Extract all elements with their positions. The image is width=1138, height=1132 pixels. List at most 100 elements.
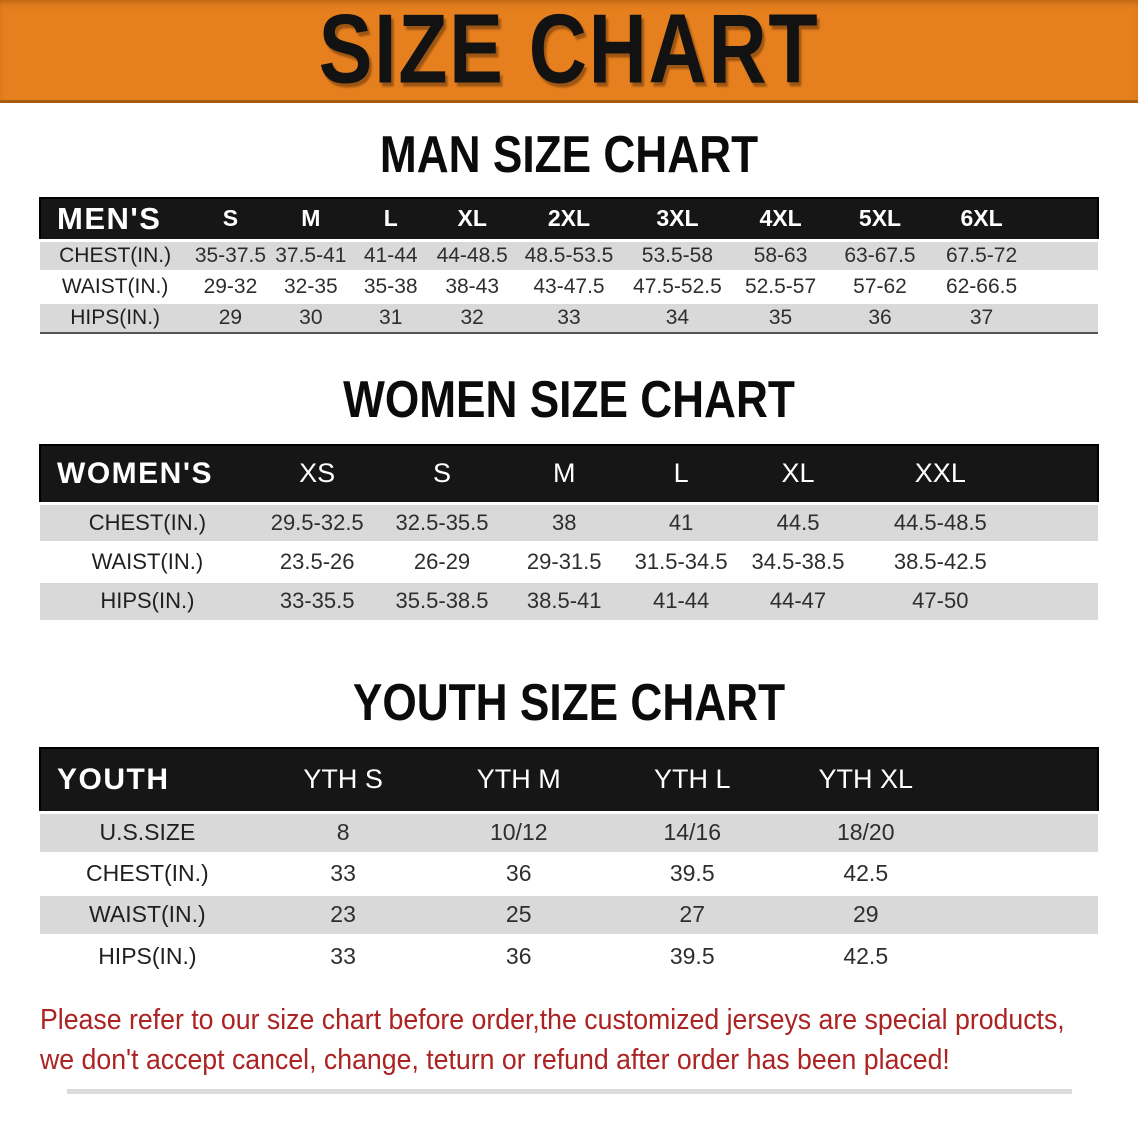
men-header-spacer <box>1033 198 1098 240</box>
men-size-table: MEN'S S M L XL 2XL 3XL 4XL 5XL 6XL CHEST(IN.) 35-3… <box>39 197 1099 334</box>
women-row-label: HIPS(IN.) <box>100 588 195 614</box>
men-header-row: MEN'S S M L XL 2XL 3XL 4XL 5XL 6XL <box>40 198 1098 240</box>
women-header-spacer <box>1023 445 1098 503</box>
women-size-table: WOMEN'S XS S M L XL XXL CHEST(IN.) 29.5-32.5 32.… <box>39 444 1099 620</box>
men-size-cell: 34 <box>665 305 690 329</box>
women-size-header: XXL <box>914 458 966 489</box>
women-size-cell: 32.5-35.5 <box>395 509 489 535</box>
men-size-cell: 47.5-52.5 <box>633 274 722 298</box>
men-size-header: 6XL <box>960 205 1003 232</box>
men-size-header: L <box>383 205 398 232</box>
men-size-cell: 30 <box>299 305 323 329</box>
men-size-cell: 32-35 <box>283 274 338 298</box>
women-size-header: XS <box>299 458 336 489</box>
women-size-cell: 44.5-48.5 <box>893 509 987 535</box>
youth-size-cell: 27 <box>679 901 706 927</box>
youth-size-cell: 18/20 <box>836 819 895 845</box>
men-size-cell: 29-32 <box>203 274 258 298</box>
notice-line-1: Please refer to our size chart before or… <box>40 1004 1065 1036</box>
men-size-cell: 44-48.5 <box>436 243 508 267</box>
notice-line-2: we don't accept cancel, change, teturn o… <box>40 1044 950 1076</box>
youth-size-cell: 29 <box>852 901 879 927</box>
youth-section-heading: YOUTH SIZE CHART <box>352 674 786 732</box>
women-size-header: L <box>673 458 689 489</box>
youth-size-cell: 25 <box>505 901 532 927</box>
youth-size-header: YTH S <box>303 764 383 795</box>
women-table-row: WAIST(IN.) 23.5-26 26-29 29-31.5 31.5-34.5 34… <box>40 542 1098 581</box>
men-size-cell: 53.5-58 <box>641 243 714 267</box>
men-size-cell: 58-63 <box>753 243 808 267</box>
women-size-cell: 38.5-41 <box>526 588 602 614</box>
youth-table-row: WAIST(IN.) 23 25 27 29 <box>40 894 1098 935</box>
youth-row-label: U.S.SIZE <box>99 819 196 845</box>
women-size-cell: 41 <box>668 509 694 535</box>
women-size-cell: 38 <box>551 509 577 535</box>
youth-size-cell: 42.5 <box>843 942 889 969</box>
men-size-header: M <box>301 205 321 232</box>
youth-size-cell: 36 <box>505 942 532 969</box>
women-header-row: WOMEN'S XS S M L XL XXL <box>40 445 1098 503</box>
men-size-cell: 52.5-57 <box>744 274 817 298</box>
men-size-cell: 38-43 <box>445 274 500 298</box>
men-table-row: WAIST(IN.) 29-32 32-35 35-38 38-43 43-47.5 47.… <box>40 271 1098 302</box>
youth-size-header: YTH M <box>476 764 561 795</box>
women-row-spacer <box>1023 503 1098 542</box>
men-size-header: XL <box>457 205 487 232</box>
men-size-header: S <box>222 205 239 232</box>
youth-header-row: YOUTH YTH S YTH M YTH L YTH XL <box>40 748 1098 812</box>
men-size-cell: 37 <box>969 305 994 329</box>
women-size-header: M <box>552 458 576 489</box>
youth-row-spacer <box>953 853 1098 894</box>
youth-corner-label: YOUTH <box>57 762 170 796</box>
men-size-cell: 32 <box>460 305 484 329</box>
women-section: WOMEN SIZE CHART WOMEN'S XS S M L XL XXL CHEST… <box>0 374 1138 620</box>
youth-size-table: YOUTH YTH S YTH M YTH L YTH XL U.S.SIZE 8 10/1… <box>39 747 1099 976</box>
youth-row-label: WAIST(IN.) <box>89 901 206 927</box>
women-size-cell: 34.5-38.5 <box>751 548 845 574</box>
men-corner-label: MEN'S <box>57 200 162 236</box>
women-table-row: CHEST(IN.) 29.5-32.5 32.5-35.5 38 41 44.5 44.5… <box>40 503 1098 542</box>
youth-table-row: U.S.SIZE 8 10/12 14/16 18/20 <box>40 812 1098 853</box>
youth-size-cell: 33 <box>330 860 356 886</box>
men-size-cell: 63-67.5 <box>844 243 916 267</box>
youth-table-row: HIPS(IN.) 33 36 39.5 42.5 <box>40 935 1098 976</box>
men-size-cell: 37.5-41 <box>275 243 347 267</box>
youth-row-spacer <box>953 894 1098 935</box>
women-size-cell: 26-29 <box>413 548 471 574</box>
men-size-cell: 57-62 <box>853 274 907 298</box>
youth-row-spacer <box>953 935 1098 976</box>
men-size-cell: 31 <box>379 305 403 329</box>
women-table-row: HIPS(IN.) 33-35.5 35.5-38.5 38.5-41 41-44 44-… <box>40 581 1098 620</box>
youth-size-cell: 42.5 <box>843 860 889 886</box>
youth-size-cell: 14/16 <box>663 819 721 845</box>
women-size-cell: 23.5-26 <box>279 548 355 574</box>
men-size-cell: 67.5-72 <box>945 243 1018 267</box>
men-size-header: 3XL <box>656 205 699 232</box>
youth-size-cell: 36 <box>505 860 532 886</box>
men-section-heading: MAN SIZE CHART <box>379 126 759 184</box>
women-size-cell: 33-35.5 <box>279 588 355 614</box>
men-row-spacer <box>1033 302 1098 333</box>
women-size-cell: 29.5-32.5 <box>270 509 364 535</box>
page-title: SIZE CHART <box>318 0 820 105</box>
women-row-spacer <box>1023 581 1098 620</box>
men-size-header: 2XL <box>547 205 591 232</box>
women-size-cell: 47-50 <box>912 588 969 614</box>
men-section: MAN SIZE CHART MEN'S S M L XL 2XL 3XL 4XL 5XL 6XL… <box>0 129 1138 334</box>
women-size-cell: 44-47 <box>769 588 827 614</box>
men-size-cell: 35 <box>768 305 793 329</box>
youth-size-cell: 10/12 <box>489 819 548 845</box>
youth-table-row: CHEST(IN.) 33 36 39.5 42.5 <box>40 853 1098 894</box>
men-size-cell: 43-47.5 <box>533 274 605 298</box>
men-row-spacer <box>1033 271 1098 302</box>
women-size-cell: 35.5-38.5 <box>395 588 489 614</box>
bottom-divider <box>66 1089 1072 1094</box>
men-row-label: HIPS(IN.) <box>70 305 161 329</box>
women-row-label: WAIST(IN.) <box>91 548 204 574</box>
youth-size-cell: 39.5 <box>669 942 715 969</box>
youth-size-cell: 8 <box>336 819 350 845</box>
women-corner-label: WOMEN'S <box>57 456 213 490</box>
women-size-cell: 41-44 <box>652 588 710 614</box>
men-size-cell: 29 <box>218 305 243 329</box>
men-table-row: CHEST(IN.) 35-37.5 37.5-41 41-44 44-48.5 48.5… <box>40 240 1098 271</box>
